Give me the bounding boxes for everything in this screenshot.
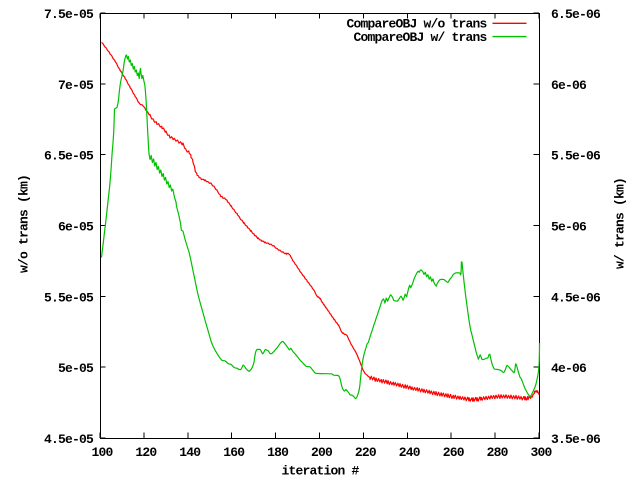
svg-text:5.5e-06: 5.5e-06 [551,149,601,164]
svg-text:260: 260 [443,445,465,460]
svg-text:iteration #: iteration # [281,464,359,479]
svg-text:180: 180 [267,445,289,460]
svg-text:240: 240 [399,445,421,460]
svg-text:120: 120 [135,445,157,460]
svg-text:5e-05: 5e-05 [58,361,94,376]
svg-text:w/o trans (km): w/o trans (km) [17,175,32,273]
svg-text:4.5e-05: 4.5e-05 [44,432,94,447]
svg-text:5.5e-05: 5.5e-05 [44,290,94,305]
svg-text:160: 160 [223,445,245,460]
svg-text:100: 100 [91,445,113,460]
svg-text:7e-05: 7e-05 [58,78,94,93]
svg-text:CompareOBJ w/o trans: CompareOBJ w/o trans [346,17,487,32]
svg-text:200: 200 [311,445,333,460]
svg-text:6e-05: 6e-05 [58,220,94,235]
svg-text:CompareOBJ w/ trans: CompareOBJ w/ trans [353,30,487,45]
svg-text:7.5e-05: 7.5e-05 [44,7,94,22]
svg-text:5e-06: 5e-06 [551,220,587,235]
svg-text:w/ trans (km): w/ trans (km) [613,178,628,269]
svg-text:6e-06: 6e-06 [551,78,587,93]
svg-text:4.5e-06: 4.5e-06 [551,290,601,305]
svg-text:4e-06: 4e-06 [551,361,587,376]
svg-text:6.5e-06: 6.5e-06 [551,7,601,22]
svg-text:220: 220 [355,445,377,460]
svg-text:280: 280 [487,445,509,460]
svg-text:140: 140 [179,445,201,460]
svg-text:6.5e-05: 6.5e-05 [44,149,94,164]
svg-text:300: 300 [530,445,552,460]
svg-text:3.5e-06: 3.5e-06 [551,432,601,447]
